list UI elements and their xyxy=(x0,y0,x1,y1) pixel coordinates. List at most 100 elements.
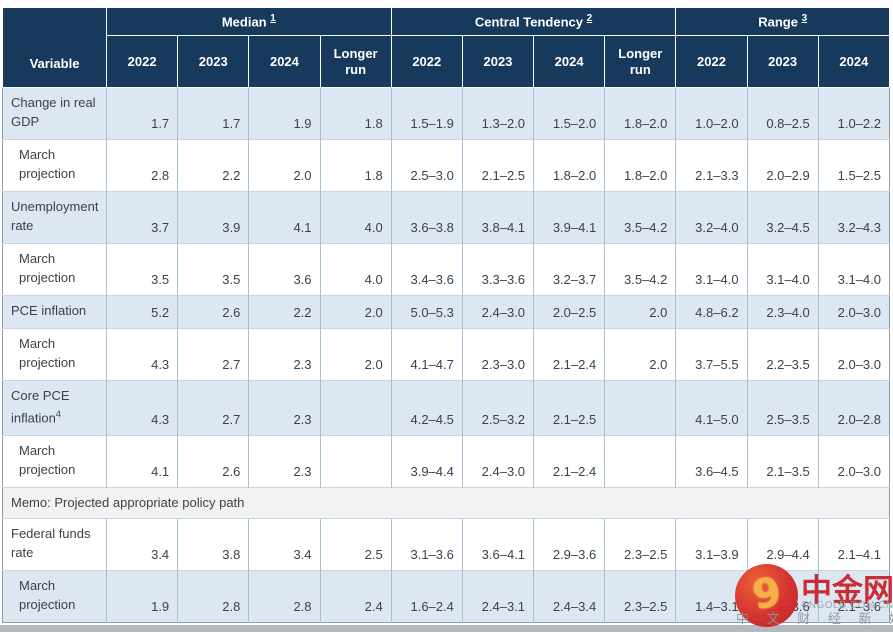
value-cell: 2.6 xyxy=(177,295,249,329)
value-cell: 2.1–3.3 xyxy=(675,139,748,192)
value-cell: 2.1–4.1 xyxy=(817,518,890,571)
row-label-text: March projection xyxy=(19,336,76,370)
value-cell: 4.0 xyxy=(319,191,392,244)
table-row: Memo: Projected appropriate policy path xyxy=(2,487,890,519)
value-cell xyxy=(319,379,392,436)
value-cell: 2.4–3.4 xyxy=(533,570,605,623)
value-cell: 1.8–2.0 xyxy=(533,139,605,192)
value-cell: 2.2 xyxy=(248,295,321,329)
value-cell: 4.3 xyxy=(105,379,178,436)
group-label: Range xyxy=(758,14,798,30)
table-row: Federal funds rate 3.4 3.8 3.4 2.5 3.1–3.6 3.6… xyxy=(2,518,890,571)
row-label-text: March projection xyxy=(19,147,76,181)
value-cell: 2.0 xyxy=(319,328,392,381)
value-cell: 2.4 xyxy=(319,570,392,623)
value-cell: 3.4 xyxy=(105,518,178,571)
value-cell: 2.7 xyxy=(177,328,249,381)
value-cell: 4.1–5.0 xyxy=(675,379,748,436)
value-cell: 3.5 xyxy=(177,243,249,296)
value-cell: 2.4–3.0 xyxy=(461,295,534,329)
value-cell: 3.2–4.5 xyxy=(746,191,819,244)
value-cell: 2.0–3.0 xyxy=(817,328,890,381)
value-cell: 4.2–4.5 xyxy=(390,379,463,436)
value-cell: 3.2–3.7 xyxy=(533,243,605,296)
value-cell: 3.6–4.5 xyxy=(675,435,748,488)
column-header: Longer run xyxy=(319,35,392,88)
value-cell: 3.3–3.6 xyxy=(461,243,534,296)
value-cell: 1.7 xyxy=(105,87,178,140)
column-header: 2024 xyxy=(248,35,321,88)
value-cell: 3.5–4.2 xyxy=(604,243,676,296)
value-cell: 1.3–2.0 xyxy=(461,87,534,140)
corner-header-variable: Variable xyxy=(2,7,107,88)
value-cell: 2.3–2.5 xyxy=(604,518,676,571)
group-header: Central Tendency 2 xyxy=(390,7,677,36)
value-cell: 3.8 xyxy=(177,518,249,571)
value-cell: 3.7–5.5 xyxy=(675,328,748,381)
value-cell: 2.4–3.0 xyxy=(461,435,534,488)
value-cell: 2.1–2.4 xyxy=(533,328,605,381)
value-cell: 3.2–4.0 xyxy=(675,191,748,244)
table-head: Variable Median 1 Central Tendency 2 Range … xyxy=(2,7,891,88)
value-cell: 3.6–4.1 xyxy=(461,518,534,571)
value-cell: 2.5–3.2 xyxy=(461,379,534,436)
value-cell: 4.1 xyxy=(248,191,321,244)
table-body: Change in real GDP 1.7 1.7 1.9 1.8 1.5–1.9 1.3… xyxy=(2,87,890,623)
value-cell: 3.5 xyxy=(105,243,178,296)
value-cell: 3.4–3.6 xyxy=(390,243,463,296)
value-cell: 2.6 xyxy=(177,435,249,488)
value-cell: 1.5–2.5 xyxy=(817,139,890,192)
row-label: March projection xyxy=(2,243,107,296)
value-cell: 3.6 xyxy=(248,243,321,296)
row-label-text: Core PCE inflation xyxy=(11,388,70,426)
value-cell: 1.8 xyxy=(319,139,392,192)
value-cell: 2.0–3.0 xyxy=(817,295,890,329)
value-cell: 2.0 xyxy=(319,295,392,329)
value-cell: 2.8 xyxy=(248,570,321,623)
value-cell: 1.5–1.9 xyxy=(390,87,463,140)
value-cell: 3.5–4.2 xyxy=(604,191,676,244)
value-cell: 2.3–4.0 xyxy=(746,295,819,329)
footnote-link[interactable]: 2 xyxy=(586,13,593,25)
value-cell: 2.0–2.5 xyxy=(533,295,605,329)
row-label: March projection xyxy=(2,328,107,381)
value-cell xyxy=(604,379,676,436)
value-cell: 2.1–3.6 xyxy=(746,570,819,623)
economic-projections-table: Variable Median 1 Central Tendency 2 Range … xyxy=(2,7,891,624)
value-cell: 3.1–4.0 xyxy=(675,243,748,296)
value-cell: 2.3–2.5 xyxy=(604,570,676,623)
value-cell: 2.5 xyxy=(319,518,392,571)
row-label-text: Unemployment rate xyxy=(11,199,99,233)
value-cell: 2.0 xyxy=(248,139,321,192)
footnote-link[interactable]: 1 xyxy=(270,13,276,25)
value-cell: 2.1–3.6 xyxy=(817,570,890,623)
value-cell: 2.0 xyxy=(604,295,676,329)
table-row: PCE inflation 5.2 2.6 2.2 2.0 5.0–5.3 2.4–3.0 2… xyxy=(2,295,890,329)
value-cell: 1.5–2.0 xyxy=(533,87,605,140)
value-cell: 2.2 xyxy=(177,139,249,192)
row-label-text: PCE inflation xyxy=(11,303,87,318)
value-cell: 2.0–2.8 xyxy=(817,379,890,436)
value-cell xyxy=(604,435,676,488)
value-cell: 4.8–6.2 xyxy=(675,295,748,329)
value-cell: 1.9 xyxy=(105,570,178,623)
row-label: March projection xyxy=(2,435,107,488)
value-cell: 1.8–2.0 xyxy=(604,87,676,140)
page: Variable Median 1 Central Tendency 2 Range … xyxy=(0,7,893,632)
value-cell: 2.0–3.0 xyxy=(817,435,890,488)
row-label: March projection xyxy=(2,570,107,623)
table-row: Unemployment rate 3.7 3.9 4.1 4.0 3.6–3.8 3.8–… xyxy=(2,191,890,244)
table-row: Core PCE inflation4 4.3 2.7 2.3 4.2–4.5 2.5–3… xyxy=(2,379,890,436)
value-cell: 2.3 xyxy=(248,379,321,436)
column-header: 2022 xyxy=(390,35,463,88)
value-cell: 3.9 xyxy=(177,191,249,244)
row-label: Federal funds rate xyxy=(2,518,107,571)
value-cell: 2.9–3.6 xyxy=(533,518,605,571)
group-label: Median xyxy=(221,14,267,30)
table-row: March projection 2.8 2.2 2.0 1.8 2.5–3.0 2.1–2… xyxy=(2,139,890,192)
value-cell: 3.7 xyxy=(105,191,178,244)
value-cell: 2.0–2.9 xyxy=(746,139,819,192)
value-cell: 2.1–3.5 xyxy=(746,435,819,488)
footnote-link[interactable]: 3 xyxy=(801,13,808,25)
value-cell: 3.1–3.6 xyxy=(390,518,463,571)
